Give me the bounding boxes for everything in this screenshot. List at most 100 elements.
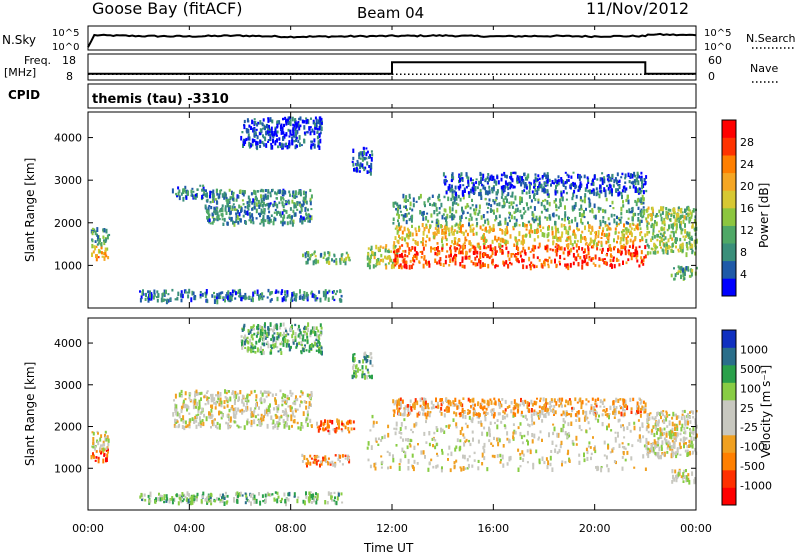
power-cell: [570, 247, 573, 253]
power-cell: [525, 233, 527, 238]
power-colorbar-swatch-5: [722, 190, 736, 209]
velocity-cell: [353, 427, 356, 431]
power-y-axis-title: Slant Range [km]: [23, 158, 37, 262]
power-cell: [491, 258, 494, 263]
velocity-cell: [335, 429, 338, 432]
power-cell: [401, 259, 404, 262]
power-cell: [491, 239, 494, 244]
power-cell: [100, 245, 103, 249]
power-cell: [104, 240, 107, 243]
power-cell: [604, 224, 607, 228]
power-cell: [406, 242, 409, 248]
power-cell: [300, 208, 303, 212]
power-cell: [310, 146, 313, 149]
power-cell: [453, 196, 456, 202]
power-cell: [665, 249, 668, 253]
power-cell: [584, 243, 587, 246]
velocity-cell: [350, 427, 353, 431]
power-cell: [514, 195, 517, 201]
velocity-cell: [219, 392, 222, 397]
power-cell: [397, 248, 400, 253]
power-cell: [694, 243, 697, 248]
power-cell: [552, 235, 555, 240]
power-cell: [679, 223, 682, 229]
velocity-cell: [188, 425, 191, 429]
power-cell: [422, 213, 425, 217]
velocity-cell: [567, 422, 570, 427]
power-cell: [402, 193, 405, 199]
velocity-cell: [603, 440, 606, 445]
power-cell: [498, 214, 501, 219]
power-cell: [680, 220, 682, 226]
power-cell: [584, 257, 587, 263]
velocity-cell: [581, 400, 584, 405]
velocity-cell: [483, 400, 486, 404]
power-cell: [284, 293, 287, 296]
power-cell: [397, 219, 399, 223]
velocity-cell: [205, 416, 208, 422]
power-region-2: [171, 184, 206, 202]
power-cell: [531, 190, 534, 194]
power-cell: [686, 246, 689, 251]
power-cell: [309, 215, 312, 218]
power-cell: [455, 197, 458, 201]
power-cell: [482, 255, 485, 259]
power-cell: [530, 199, 533, 203]
power-cell: [685, 216, 688, 221]
velocity-cell: [294, 401, 297, 406]
power-cell: [399, 254, 401, 258]
power-cell: [513, 222, 516, 228]
power-cell: [614, 177, 617, 182]
power-cell: [282, 131, 285, 135]
velocity-cell: [362, 359, 365, 364]
power-cell: [636, 173, 639, 179]
power-cell: [221, 218, 224, 221]
velocity-cell: [459, 430, 462, 435]
velocity-cell: [381, 436, 384, 440]
power-cell: [264, 125, 266, 131]
power-region-1: [90, 227, 111, 249]
velocity-cell: [232, 413, 235, 418]
power-cell: [288, 140, 291, 143]
power-cell: [607, 217, 610, 221]
power-cell: [607, 238, 610, 244]
velocity-cell: [276, 332, 279, 336]
power-cell: [331, 296, 334, 300]
power-cell: [284, 290, 286, 294]
power-cell: [524, 224, 527, 228]
velocity-cell: [306, 339, 309, 344]
velocity-cell: [279, 348, 282, 351]
power-cell: [221, 207, 224, 213]
power-cell: [533, 206, 536, 211]
power-cell: [574, 256, 577, 261]
power-cell: [192, 190, 195, 193]
power-cell: [208, 205, 211, 208]
velocity-cell: [274, 423, 277, 427]
velocity-cell: [453, 411, 456, 415]
power-cell: [684, 235, 687, 238]
power-cell: [536, 256, 539, 260]
power-cell: [444, 178, 447, 182]
power-cell: [248, 124, 251, 128]
velocity-cell: [259, 325, 262, 329]
velocity-cell: [255, 340, 258, 345]
power-cell: [141, 291, 144, 296]
power-cell: [637, 213, 640, 216]
power-cell: [542, 186, 545, 189]
power-cell: [640, 209, 643, 214]
power-cell: [608, 183, 611, 187]
power-cell: [577, 262, 580, 267]
power-cell: [271, 145, 274, 150]
power-cell: [451, 257, 454, 262]
velocity-cell: [285, 424, 288, 427]
power-cell: [607, 247, 609, 252]
velocity-cell: [290, 325, 293, 328]
power-cell: [385, 265, 388, 270]
power-ytick-label-3: 4000: [54, 132, 82, 145]
power-cell: [477, 243, 480, 249]
power-cell: [270, 142, 273, 146]
power-cell: [264, 219, 267, 223]
velocity-cell: [262, 417, 265, 422]
velocity-cell: [568, 413, 570, 416]
power-cell: [472, 182, 475, 187]
